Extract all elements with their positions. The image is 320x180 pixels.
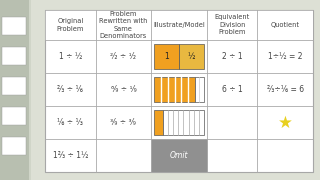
Text: ★: ★ (278, 114, 292, 132)
Text: ³⁄₉ ÷ ³⁄₉: ³⁄₉ ÷ ³⁄₉ (110, 118, 136, 127)
Text: ⅔÷⅙ = 6: ⅔÷⅙ = 6 (267, 85, 304, 94)
Bar (45, 10, 313, 172)
Bar (2, 47, 26, 65)
Text: Quotient: Quotient (271, 22, 300, 28)
Text: ⅙ ÷ ⅓: ⅙ ÷ ⅓ (57, 118, 83, 127)
Bar (154, 110, 163, 135)
Bar (0, 0, 30, 180)
Text: ²⁄₂ ÷ ¹⁄₂: ²⁄₂ ÷ ¹⁄₂ (110, 52, 136, 61)
Text: 6 ÷ 1: 6 ÷ 1 (222, 85, 243, 94)
Text: ½: ½ (188, 52, 195, 61)
Text: ⅔ ÷ ⅙: ⅔ ÷ ⅙ (57, 85, 83, 94)
Text: Equivalent
Division
Problem: Equivalent Division Problem (214, 15, 250, 35)
Bar (154, 77, 195, 102)
Text: 2 ÷ 1: 2 ÷ 1 (222, 52, 243, 61)
Text: 1⅔ ÷ 1½: 1⅔ ÷ 1½ (52, 151, 88, 160)
Bar (29, 0, 31, 180)
Bar (151, 139, 207, 172)
Text: Problem
Rewritten with
Same
Denominators: Problem Rewritten with Same Denominators (99, 11, 148, 39)
Bar (154, 44, 179, 69)
Text: 1: 1 (164, 52, 169, 61)
Bar (2, 137, 26, 155)
Bar (195, 77, 204, 102)
Text: 1÷½ = 2: 1÷½ = 2 (268, 52, 302, 61)
Bar (2, 17, 26, 35)
Text: Illustrate/Model: Illustrate/Model (153, 22, 205, 28)
Bar (2, 77, 26, 95)
Bar (163, 110, 204, 135)
Bar (179, 44, 204, 69)
Bar (45, 10, 313, 40)
Text: 1 ÷ ½: 1 ÷ ½ (59, 52, 82, 61)
Text: Original
Problem: Original Problem (57, 18, 84, 32)
Text: Omit: Omit (170, 151, 188, 160)
Text: ⁶⁄₉ ÷ ¹⁄₉: ⁶⁄₉ ÷ ¹⁄₉ (110, 85, 136, 94)
Bar (2, 107, 26, 125)
